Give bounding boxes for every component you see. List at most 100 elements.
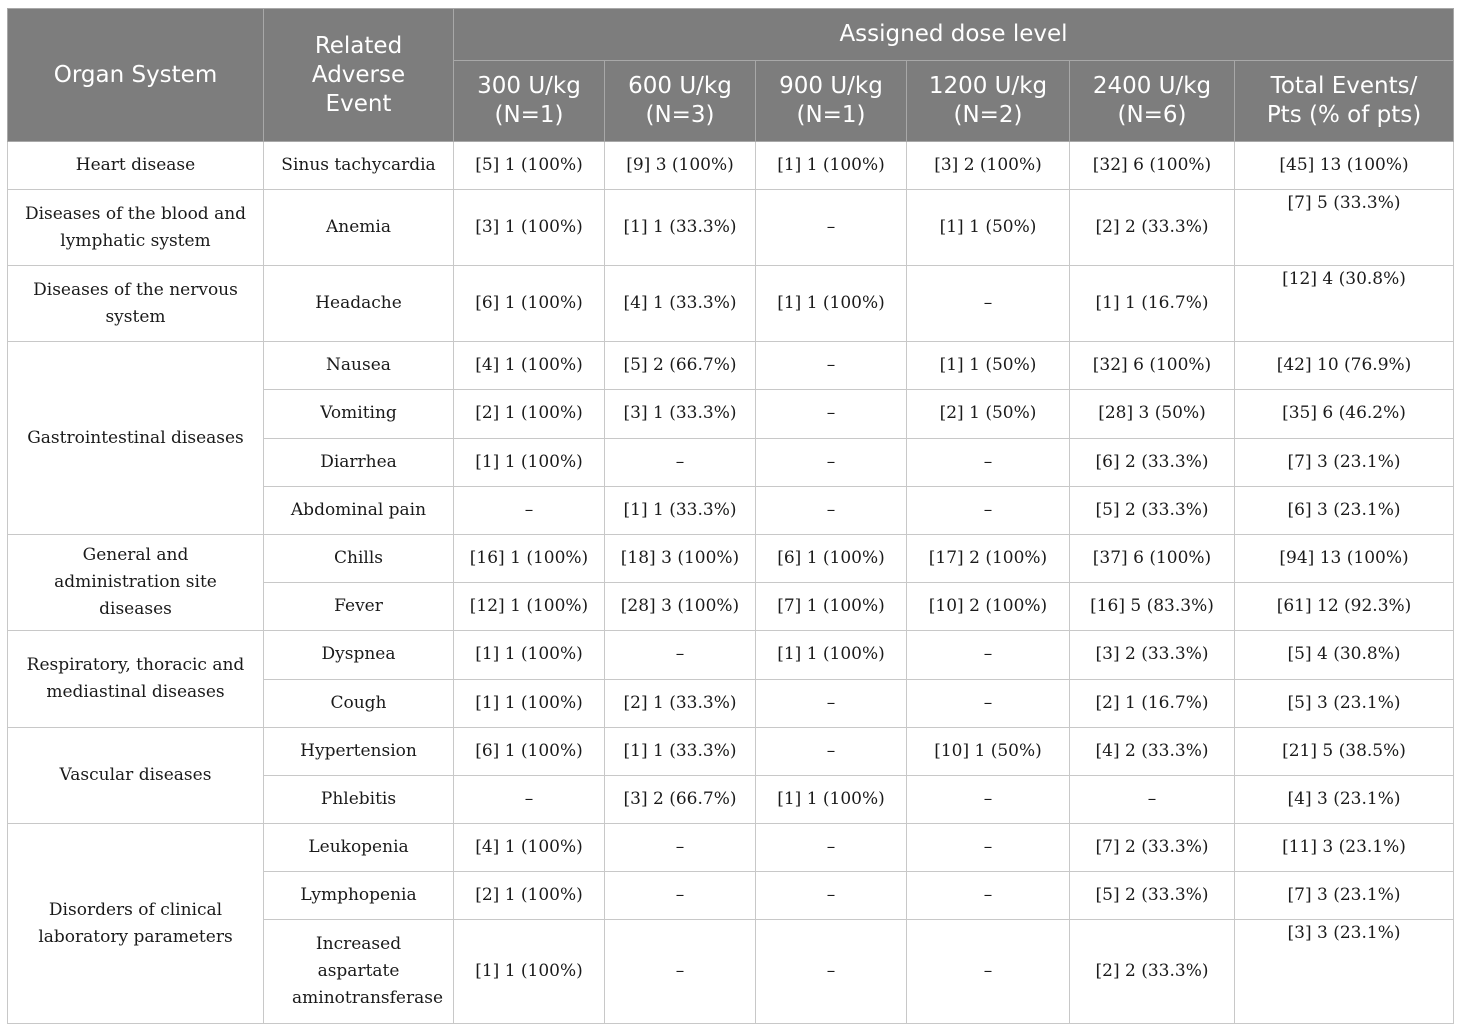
dose-value-cell: – — [755, 823, 907, 873]
dose-value-cell: [1] 1 (100%) — [453, 630, 605, 680]
table-row: Diseases of the nervous system Headache [6… — [7, 265, 1455, 343]
total-events-cell: [11] 3 (23.1%) — [1233, 823, 1455, 873]
dose-value-cell: [2] 1 (100%) — [453, 389, 605, 439]
adverse-events-table: Organ System Related Adverse Event Assig… — [7, 8, 1455, 1025]
dose-value-cell: [32] 6 (100%) — [1069, 140, 1235, 191]
header-related-adverse-event: Related Adverse Event — [263, 8, 454, 142]
table-header: Organ System Related Adverse Event Assig… — [7, 8, 1455, 142]
dose-value-cell: [1] 1 (100%) — [453, 437, 605, 487]
organ-system-cell: Diseases of the nervous system — [7, 265, 264, 343]
dose-value-cell: [1] 1 (100%) — [755, 265, 907, 343]
dose-value-cell: – — [453, 774, 605, 825]
dose-value-cell: – — [906, 265, 1070, 343]
adverse-event-cell: Dyspnea — [263, 630, 454, 680]
header-dose-900: 900 U/kg (N=1) — [755, 60, 907, 142]
dose-value-cell: [32] 6 (100%) — [1069, 341, 1235, 391]
dose-value-cell: [6] 1 (100%) — [453, 726, 605, 776]
table-row: Increased aspartate aminotransferase [1] … — [8, 919, 1455, 1025]
table-row: Fever [12] 1 (100%) [28] 3 (100%) [7] 1 (10… — [8, 582, 1455, 632]
dose-value-cell: [7] 1 (100%) — [755, 582, 907, 632]
table-row: Diarrhea [1] 1 (100%) – – – [6] 2 (33.3%) [7] … — [8, 437, 1455, 487]
dose-value-cell: [2] 1 (100%) — [453, 871, 605, 921]
dose-value-cell: – — [755, 341, 907, 391]
dose-value-cell: [17] 2 (100%) — [906, 533, 1070, 584]
table-row: General and administration site diseases… — [7, 533, 1455, 632]
header-dose-600: 600 U/kg (N=3) — [604, 60, 756, 142]
adverse-event-cell: Vomiting — [263, 389, 454, 439]
dose-value-cell: [37] 6 (100%) — [1069, 533, 1235, 584]
adverse-event-cell: Nausea — [263, 341, 454, 391]
dose-value-cell: [4] 1 (100%) — [453, 823, 605, 873]
dose-value-cell: – — [906, 630, 1070, 680]
dose-value-cell: – — [755, 189, 907, 267]
adverse-event-cell: Sinus tachycardia — [263, 140, 454, 191]
header-organ-system: Organ System — [7, 8, 264, 142]
header-assigned-dose-level: Assigned dose level — [452, 8, 1455, 61]
dose-value-cell: [1] 1 (100%) — [755, 630, 907, 680]
dose-value-cell: [2] 2 (33.3%) — [1069, 189, 1235, 267]
organ-system-cell: Diseases of the blood and lymphatic syst… — [7, 189, 264, 267]
header-dose-300: 300 U/kg (N=1) — [453, 60, 605, 142]
dose-value-cell: – — [755, 437, 907, 487]
dose-value-cell: [10] 1 (50%) — [906, 726, 1070, 776]
dose-value-cell: [4] 1 (33.3%) — [604, 265, 756, 343]
table-row: Disorders of clinical laboratory paramet… — [7, 823, 1455, 1025]
total-events-cell: [42] 10 (76.9%) — [1233, 341, 1455, 391]
adverse-event-cell: Diarrhea — [263, 437, 454, 487]
table-row: Vascular diseases Hypertension [6] 1 (100%… — [7, 726, 1455, 825]
table-row: Lymphopenia [2] 1 (100%) – – – [5] 2 (33.3%)[… — [8, 871, 1455, 921]
table-row: Respiratory, thoracic and mediastinal di… — [7, 630, 1455, 728]
dose-value-cell: [1] 1 (33.3%) — [604, 485, 756, 535]
dose-value-cell: [6] 1 (100%) — [755, 533, 907, 584]
dose-value-cell: – — [1069, 774, 1235, 825]
dose-value-cell: – — [906, 871, 1070, 921]
dose-value-cell: – — [604, 630, 756, 680]
organ-system-cell: Respiratory, thoracic and mediastinal di… — [7, 630, 264, 728]
total-events-cell: [45] 13 (100%) — [1233, 140, 1455, 191]
dose-value-cell: – — [604, 871, 756, 921]
organ-system-cell: Heart disease — [7, 140, 264, 191]
adverse-event-cell: Anemia — [263, 189, 454, 267]
total-events-cell: [12] 4 (30.8%) — [1233, 265, 1455, 343]
adverse-event-cell: Hypertension — [263, 726, 454, 776]
dose-value-cell: – — [755, 871, 907, 921]
dose-value-cell: – — [755, 485, 907, 535]
dose-value-cell: [7] 2 (33.3%) — [1069, 823, 1235, 873]
adverse-event-cell: Fever — [263, 582, 454, 632]
total-events-cell: [7] 3 (23.1%) — [1233, 437, 1455, 487]
dose-value-cell: [1] 1 (100%) — [755, 140, 907, 191]
dose-value-cell: [4] 2 (33.3%) — [1069, 726, 1235, 776]
table-row: Phlebitis – [3] 2 (66.7%) [1] 1 (100%) – – [4]… — [8, 774, 1455, 825]
dose-value-cell: [1] 1 (50%) — [906, 189, 1070, 267]
table-row: Vomiting [2] 1 (100%) [3] 1 (33.3%) – [2] 1 … — [8, 389, 1455, 439]
dose-value-cell: – — [906, 678, 1070, 728]
dose-value-cell: [9] 3 (100%) — [604, 140, 756, 191]
dose-value-cell: – — [755, 919, 907, 1025]
dose-value-cell: [10] 2 (100%) — [906, 582, 1070, 632]
organ-system-cell: Vascular diseases — [7, 726, 264, 825]
dose-value-cell: [2] 2 (33.3%) — [1069, 919, 1235, 1025]
dose-value-cell: [1] 1 (100%) — [453, 678, 605, 728]
organ-system-cell: Gastrointestinal diseases — [7, 341, 264, 535]
adverse-event-cell: Phlebitis — [263, 774, 454, 825]
dose-value-cell: [1] 1 (50%) — [906, 341, 1070, 391]
dose-value-cell: [5] 2 (66.7%) — [604, 341, 756, 391]
dose-value-cell: [5] 2 (33.3%) — [1069, 485, 1235, 535]
dose-value-cell: [1] 1 (33.3%) — [604, 189, 756, 267]
header-dose-2400: 2400 U/kg (N=6) — [1069, 60, 1235, 142]
organ-system-cell: General and administration site diseases — [7, 533, 264, 632]
total-events-cell: [35] 6 (46.2%) — [1233, 389, 1455, 439]
organ-system-cell: Disorders of clinical laboratory paramet… — [7, 823, 264, 1025]
total-events-cell: [6] 3 (23.1%) — [1233, 485, 1455, 535]
header-dose-1200: 1200 U/kg (N=2) — [906, 60, 1070, 142]
total-events-cell: [3] 3 (23.1%) — [1233, 919, 1455, 1025]
dose-value-cell: [3] 2 (33.3%) — [1069, 630, 1235, 680]
table-row: Abdominal pain – [1] 1 (33.3%) – – [5] 2 (33.… — [8, 485, 1455, 535]
dose-value-cell: [16] 5 (83.3%) — [1069, 582, 1235, 632]
dose-value-cell: [2] 1 (50%) — [906, 389, 1070, 439]
dose-value-cell: – — [906, 437, 1070, 487]
dose-value-cell: [2] 1 (16.7%) — [1069, 678, 1235, 728]
total-events-cell: [7] 3 (23.1%) — [1233, 871, 1455, 921]
dose-value-cell: [3] 2 (66.7%) — [604, 774, 756, 825]
dose-value-cell: [6] 1 (100%) — [453, 265, 605, 343]
